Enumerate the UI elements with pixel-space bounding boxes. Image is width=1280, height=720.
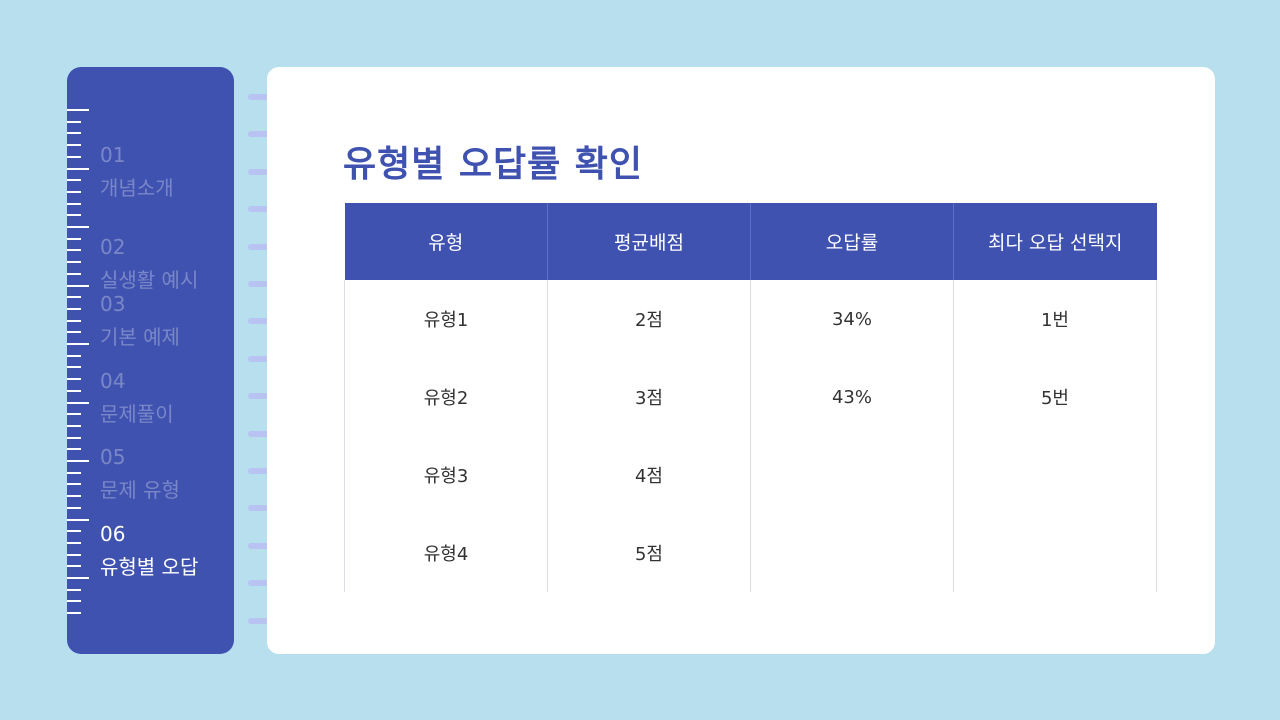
ruler-tick [67, 553, 81, 556]
ruler-tick [67, 424, 81, 427]
ruler-tick [67, 600, 81, 603]
ruler-tick [67, 226, 89, 228]
table-cell: 유형4 [344, 514, 548, 592]
table-cell: 4점 [547, 436, 751, 514]
nav-item-03[interactable]: 03 기본 예제 [100, 294, 180, 347]
column-header-error-rate: 오답률 [750, 203, 954, 280]
nav-item-number: 02 [100, 235, 126, 259]
ruler-tick [67, 495, 81, 498]
ruler-tick [67, 612, 81, 615]
ruler-tick [67, 378, 81, 381]
ruler-tick [67, 354, 81, 357]
ruler-tick [67, 588, 81, 591]
ruler-tick [67, 261, 81, 264]
ruler-tick [67, 109, 89, 111]
table-row: 유형2 3점 43% 5번 [344, 358, 1157, 436]
ruler-tick [67, 541, 81, 544]
nav-item-05[interactable]: 05 문제 유형 [100, 447, 180, 500]
nav-item-01[interactable]: 01 개념소개 [100, 145, 174, 198]
nav-item-number: 01 [100, 143, 126, 167]
column-header-avg-score: 평균배점 [547, 203, 751, 280]
ruler-tick [67, 214, 81, 217]
ruler-tick [67, 202, 81, 205]
ruler-tick [67, 155, 81, 158]
ruler-tick [67, 483, 81, 486]
ruler-tick [67, 506, 81, 509]
table-cell: 유형3 [344, 436, 548, 514]
table-cell: 2점 [547, 280, 751, 358]
nav-item-label: 문제 유형 [100, 478, 180, 502]
ruler-decoration [67, 67, 97, 654]
nav-item-02[interactable]: 02 실생활 예시 [100, 237, 198, 290]
table-header-row: 유형 평균배점 오답률 최다 오답 선택지 [344, 203, 1157, 280]
table-cell: 1번 [953, 280, 1157, 358]
nav-item-label: 개념소개 [100, 176, 174, 200]
ruler-tick [67, 530, 81, 533]
ruler-tick [67, 413, 81, 416]
table-row: 유형1 2점 34% 1번 [344, 280, 1157, 358]
ruler-tick [67, 167, 89, 170]
ruler-tick [67, 190, 81, 193]
ruler-tick [67, 249, 81, 252]
table-cell: 유형1 [344, 280, 548, 358]
ruler-tick [67, 284, 89, 287]
ruler-tick [67, 237, 81, 240]
ruler-tick [67, 272, 81, 275]
ruler-tick [67, 460, 89, 462]
table-cell [750, 436, 954, 514]
nav-item-label: 기본 예제 [100, 325, 180, 349]
ruler-tick [67, 389, 81, 392]
content-card: 유형별 오답률 확인 유형 평균배점 오답률 최다 오답 선택지 유형1 2점 … [267, 67, 1215, 654]
ruler-tick [67, 366, 81, 369]
ruler-tick [67, 120, 81, 123]
column-header-type: 유형 [344, 203, 548, 280]
table-row: 유형3 4점 [344, 436, 1157, 514]
page-title: 유형별 오답률 확인 [343, 144, 644, 185]
nav-item-label: 유형별 오답 [100, 555, 199, 579]
table-cell: 5점 [547, 514, 751, 592]
nav-item-label: 실생활 예시 [100, 268, 199, 292]
table-cell [750, 514, 954, 592]
ruler-tick [67, 577, 89, 579]
table-cell: 34% [750, 280, 954, 358]
table-cell: 43% [750, 358, 954, 436]
table-cell: 3점 [547, 358, 751, 436]
table-cell: 5번 [953, 358, 1157, 436]
nav-item-06[interactable]: 06 유형별 오답 [100, 524, 198, 577]
table-row: 유형4 5점 [344, 514, 1157, 592]
ruler-tick [67, 518, 89, 521]
ruler-tick [67, 448, 81, 451]
error-rate-table: 유형 평균배점 오답률 최다 오답 선택지 유형1 2점 34% 1번 유형2 … [344, 203, 1157, 592]
ruler-tick [67, 296, 81, 299]
nav-item-number: 03 [100, 292, 126, 316]
ruler-tick [67, 343, 89, 345]
ruler-tick [67, 565, 81, 568]
table-cell: 유형2 [344, 358, 548, 436]
nav-item-04[interactable]: 04 문제풀이 [100, 371, 174, 424]
nav-item-number: 06 [100, 522, 126, 546]
nav-item-number: 04 [100, 369, 126, 393]
table-cell [953, 436, 1157, 514]
column-header-top-wrong-choice: 최다 오답 선택지 [953, 203, 1157, 280]
table-cell [953, 514, 1157, 592]
ruler-tick [67, 307, 81, 310]
ruler-tick [67, 331, 81, 334]
ruler-tick [67, 319, 81, 322]
ruler-tick [67, 179, 81, 182]
sidebar-nav: 01 개념소개 02 실생활 예시 03 기본 예제 04 문제풀이 05 문제… [67, 67, 234, 654]
binder-rings [0, 0, 292, 627]
ruler-tick [67, 132, 81, 135]
nav-item-number: 05 [100, 445, 126, 469]
ruler-tick [67, 401, 89, 404]
ruler-tick [67, 436, 81, 439]
ruler-tick [67, 144, 81, 147]
ruler-tick [67, 471, 81, 474]
nav-item-label: 문제풀이 [100, 402, 174, 426]
